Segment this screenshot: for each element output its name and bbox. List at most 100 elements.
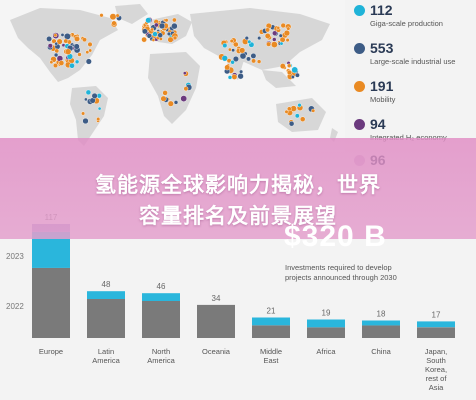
map-project-dot — [171, 22, 178, 30]
map-project-dot — [239, 69, 244, 74]
map-project-dot — [158, 22, 166, 30]
map-project-dot — [115, 13, 120, 18]
bar-segment-2022-4 — [252, 325, 290, 338]
map-project-dot — [167, 36, 174, 43]
legend-label: Large-scale industrial use — [370, 57, 456, 66]
map-project-dot — [276, 26, 281, 30]
legend: 112 Giga-scale production 553 Large-scal… — [352, 0, 476, 168]
map-project-dot — [294, 113, 300, 119]
investment-amount: $320 B — [284, 220, 387, 253]
category-label: South — [426, 356, 446, 365]
map-project-dot — [222, 43, 228, 49]
map-project-dot — [265, 27, 270, 33]
legend-value: 94 — [370, 116, 386, 132]
map-project-dot — [183, 86, 189, 92]
bar-segment-2023-2 — [142, 293, 180, 301]
map-project-dot — [173, 100, 179, 105]
map-project-dot — [64, 48, 72, 55]
legend-dot-icon — [354, 119, 365, 130]
map-project-dot — [56, 38, 63, 45]
map-project-dot — [251, 58, 257, 64]
legend-value: 191 — [370, 78, 394, 94]
map-project-dot — [74, 36, 80, 42]
map-project-dot — [172, 17, 177, 23]
legend-label: Integrated H₂ economy — [370, 133, 447, 142]
world-map — [0, 0, 345, 152]
bar-total-label: 48 — [102, 280, 111, 289]
category-label: East — [263, 356, 279, 365]
bar-chart-graphic: 117Europe48LatinAmerica46NorthAmerica34O… — [32, 213, 455, 392]
map-project-dot — [231, 74, 238, 80]
map-project-dot — [96, 117, 101, 122]
legend-value: 553 — [370, 40, 394, 56]
year-label-2022: 2022 — [6, 302, 24, 311]
category-label: Europe — [39, 347, 63, 356]
map-project-dot — [288, 120, 295, 127]
map-project-dot — [162, 90, 168, 96]
map-project-dot — [237, 73, 244, 80]
bar-segment-2023-5 — [307, 319, 345, 328]
map-project-dot — [160, 95, 167, 102]
category-label: Africa — [316, 347, 336, 356]
map-project-dot — [47, 43, 53, 49]
map-project-dot — [227, 47, 232, 52]
map-project-dot — [74, 59, 80, 64]
year-label-2023: 2023 — [6, 252, 24, 261]
map-project-dot — [88, 48, 93, 53]
category-label: Asia — [429, 383, 444, 392]
map-project-dot — [221, 55, 228, 62]
map-project-dot — [157, 32, 163, 38]
map-project-dot — [239, 52, 247, 60]
map-project-dot — [77, 52, 82, 57]
map-project-dot — [229, 39, 234, 44]
map-project-dot — [91, 92, 98, 99]
map-project-dot — [172, 35, 178, 41]
category-label: North — [152, 347, 170, 356]
map-project-dot — [290, 75, 295, 79]
map-project-dot — [286, 106, 292, 112]
map-project-dot — [49, 60, 54, 65]
page-title: 氢能源全球影响力揭秘，世界 容量排名及前景展望 — [0, 170, 476, 232]
map-project-dot — [87, 41, 93, 47]
bar-segment-2023-4 — [252, 317, 290, 326]
map-project-dot — [230, 60, 235, 65]
map-project-dot — [311, 108, 316, 113]
map-project-dot — [239, 47, 246, 54]
map-project-dot — [233, 41, 239, 48]
title-line-2: 容量排名及前景展望 — [139, 204, 337, 228]
map-project-dot — [231, 48, 236, 53]
map-project-dot — [151, 38, 156, 42]
category-label: rest of — [426, 374, 448, 383]
map-project-dot — [46, 36, 52, 42]
legend-dot-icon — [354, 43, 365, 54]
legend-dot-icon — [354, 5, 365, 16]
map-project-dot — [279, 63, 286, 69]
map-project-dot — [278, 33, 283, 38]
map-project-dot — [286, 26, 291, 31]
map-project-dot — [84, 97, 88, 102]
category-label: China — [371, 347, 391, 356]
map-project-dot — [152, 31, 158, 37]
legend-label: Giga-scale production — [370, 19, 443, 28]
bar-total-label: 46 — [157, 282, 166, 291]
map-project-dot — [291, 66, 299, 74]
map-project-dot — [81, 111, 86, 116]
map-project-dot — [53, 52, 59, 58]
title-line-1: 氢能源全球影响力揭秘，世界 — [95, 173, 381, 197]
map-project-dot — [109, 13, 117, 21]
map-project-dot — [285, 38, 290, 43]
category-label: Middle — [260, 347, 282, 356]
map-project-dot — [272, 30, 278, 36]
bar-total-label: 18 — [377, 310, 386, 319]
bar-segment-2022-0 — [32, 267, 70, 338]
category-label: Korea, — [425, 365, 447, 374]
map-project-dot — [286, 69, 293, 76]
map-project-dot — [60, 33, 65, 37]
map-project-dot — [232, 56, 239, 63]
map-project-dot — [150, 27, 155, 32]
map-project-dot — [280, 22, 286, 29]
category-label: America — [92, 356, 120, 365]
map-project-dot — [271, 41, 278, 48]
map-project-dot — [82, 117, 89, 125]
bar-segment-2023-1 — [87, 291, 125, 299]
